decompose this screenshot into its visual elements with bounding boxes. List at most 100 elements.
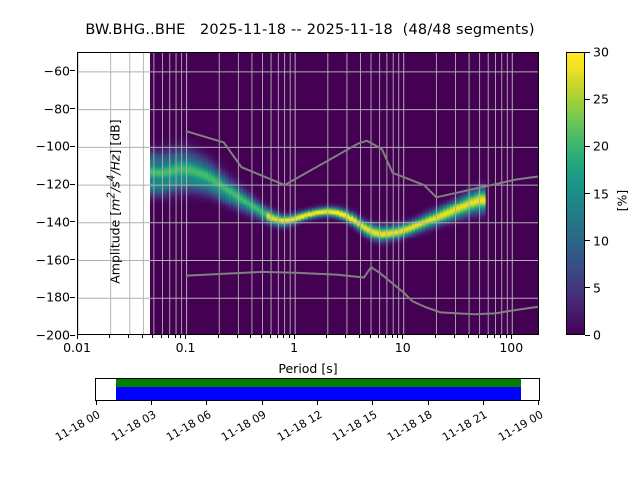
x-tick-mark [217,335,219,338]
x-tick-mark [180,335,182,338]
y-tick-mark [70,259,75,261]
ppsd-data-region [149,53,538,334]
colorbar-tick-mark [585,240,590,242]
x-tick-mark [385,335,387,338]
timeline-tick-label: 11-18 12 [274,408,324,444]
x-tick-mark [478,335,480,338]
timeline-tick-mark [427,401,429,405]
colorbar-tick-label: 25 [593,91,609,107]
x-tick-mark [236,335,238,338]
y-axis-label: Amplitude [m2/s4/Hz] [dB] [105,119,123,284]
y-tick-label: −160 [35,252,70,268]
x-tick-mark [293,335,295,339]
x-tick-mark [288,335,290,338]
x-tick-mark [486,335,488,338]
x-tick-label: 0.01 [63,340,91,355]
x-tick-mark [434,335,436,338]
x-tick-mark [76,335,78,339]
timeline-tick-label: 11-18 15 [329,408,380,444]
timeline-tick-mark [151,401,153,405]
timeline-tick-mark [261,401,263,405]
y-tick-label: −140 [35,214,70,230]
colorbar-tick-mark [585,287,590,289]
x-tick-mark [500,335,502,338]
y-tick-label: −60 [43,63,70,79]
timeline-bar-psd-coverage [115,387,521,400]
x-tick-mark [276,335,278,338]
x-tick-mark [391,335,393,338]
timeline-tick-mark [206,401,208,405]
figure-title: BW.BHG..BHE 2025-11-18 -- 2025-11-18 (48… [85,22,535,38]
x-tick-mark [128,335,130,338]
x-tick-mark [185,335,187,339]
colorbar-tick-label: 30 [593,44,609,60]
data-coverage-timeline [95,378,540,401]
colorbar-tick-label: 0 [593,327,601,343]
colorbar-tick-mark [585,98,590,100]
x-tick-mark [467,335,469,338]
y-tick-mark [70,70,75,72]
x-tick-mark [505,335,507,338]
x-tick-mark [109,335,111,338]
x-tick-mark [168,335,170,338]
y-tick-label: −100 [35,138,70,154]
x-tick-mark [378,335,380,338]
x-tick-mark [402,335,404,339]
colorbar-tick-label: 15 [593,186,609,201]
x-tick-mark [510,335,512,339]
y-tick-label: −120 [35,176,70,192]
x-tick-mark [345,335,347,338]
colorbar-tick-mark [585,334,590,336]
y-tick-label: −180 [35,289,70,305]
timeline-tick-mark [482,401,485,405]
x-tick-mark [174,335,176,338]
timeline-tick-label: 11-18 09 [219,408,269,444]
x-tick-mark [269,335,271,338]
x-tick-mark [260,335,262,338]
colorbar-label: [%] [614,189,630,212]
y-tick-mark [70,145,75,147]
timeline-tick-label: 11-18 18 [385,408,435,444]
x-tick-mark [397,335,399,338]
y-tick-mark [70,221,75,223]
timeline-tick-mark [95,401,97,405]
x-tick-mark [326,335,328,338]
x-tick-mark [152,335,154,338]
timeline-tick-label: 11-18 06 [164,408,214,444]
x-tick-label: 100 [499,340,524,355]
timeline-tick-mark [538,401,540,405]
y-axis: −60 −80 −100 −120 −140 −160 −180 −200 [0,0,75,480]
x-tick-mark [283,335,285,338]
colorbar-tick-label: 10 [593,233,609,249]
colorbar-tick-mark [585,145,590,147]
y-tick-mark [70,296,75,298]
colorbar-tick-label: 20 [593,138,609,154]
x-tick-label: 0.1 [175,340,196,355]
colorbar-tick-mark [585,193,590,195]
x-tick-mark [359,335,360,338]
x-tick-mark [493,335,495,338]
x-tick-label: 1 [290,340,299,355]
y-tick-label: −80 [43,101,70,117]
timeline-bar-data-coverage [115,379,521,388]
colorbar [566,52,585,335]
colorbar-tick-label: 5 [593,280,601,296]
x-tick-label: 10 [394,340,411,355]
timeline-tick-label: 11-19 00 [495,408,546,444]
ppsd-histogram-canvas [149,53,538,334]
x-tick-mark [141,335,143,338]
y-tick-label: −200 [35,327,70,343]
timeline-tick-mark [372,401,374,405]
x-axis-label: Period [s] [278,361,338,376]
timeline-tick-label: 11-18 21 [440,408,490,444]
x-tick-mark [250,335,252,338]
ppsd-axes [77,52,539,335]
timeline-tick-mark [317,401,319,405]
y-tick-mark [70,334,75,336]
x-tick-mark [369,335,371,338]
timeline-tick-label: 11-18 03 [108,408,159,444]
y-tick-mark [70,108,75,110]
colorbar-tick-mark [585,51,590,53]
y-tick-mark [70,183,75,185]
